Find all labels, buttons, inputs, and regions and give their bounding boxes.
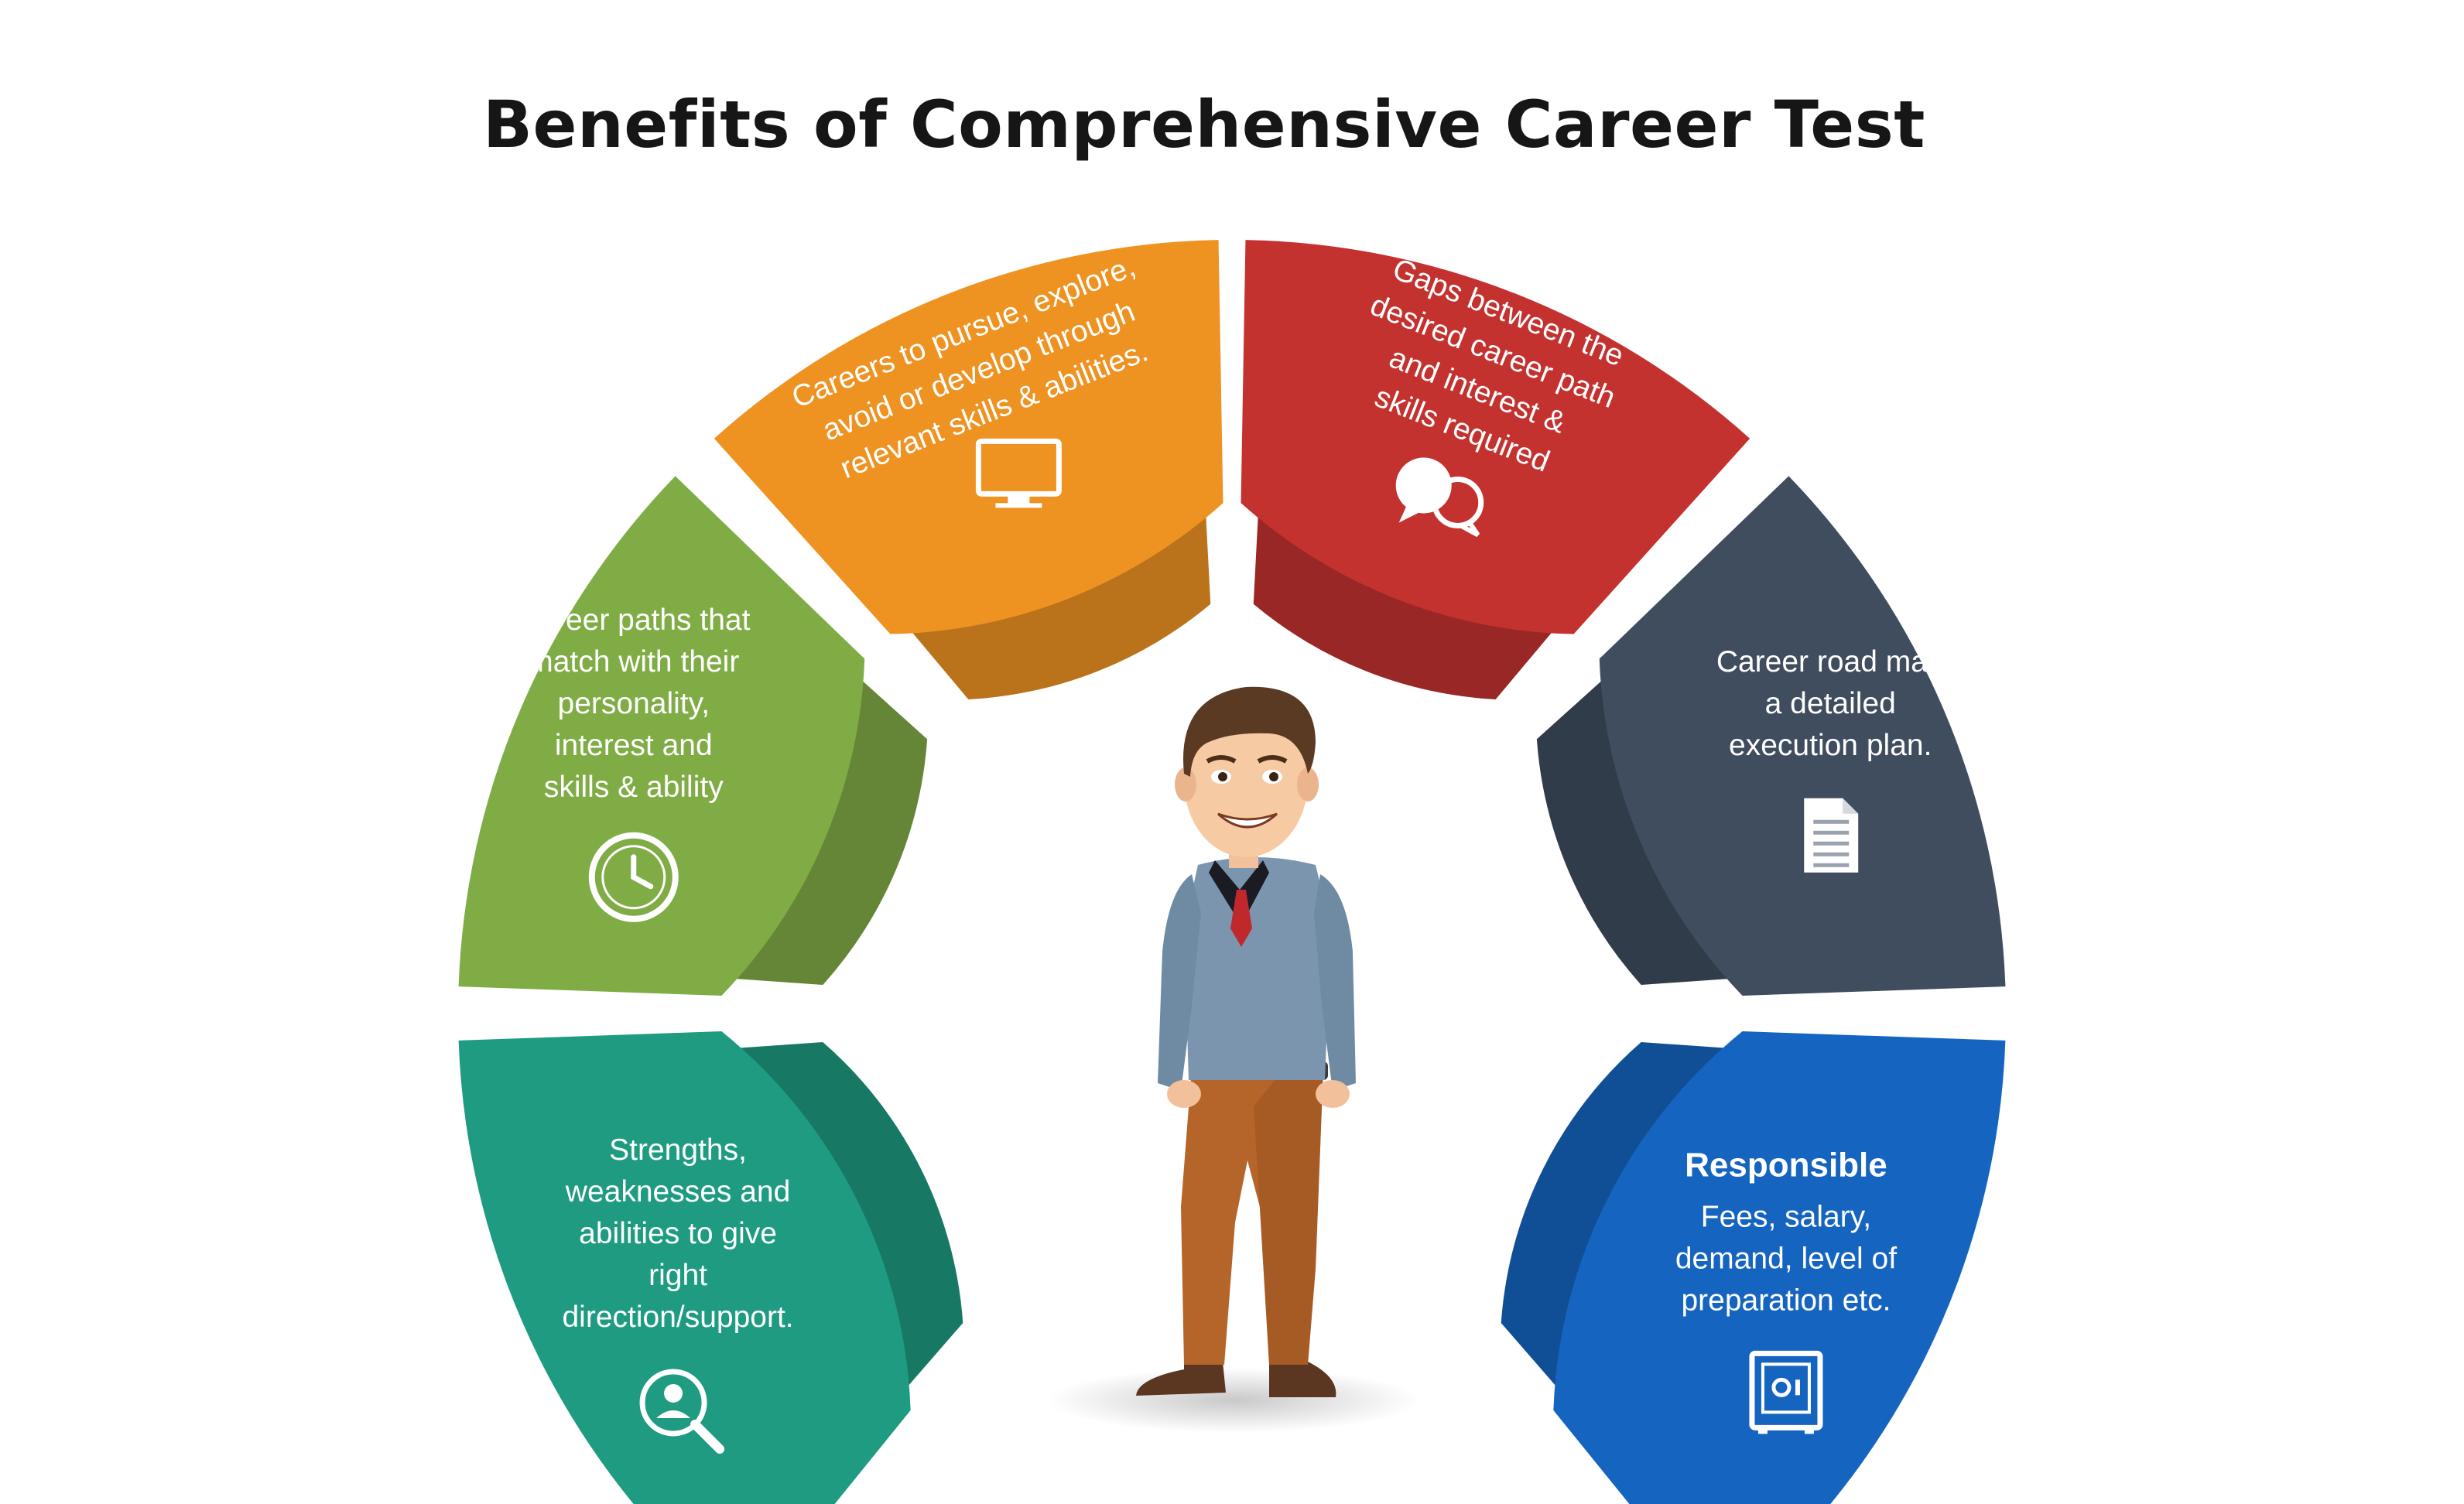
sweater [1184, 857, 1331, 1080]
face [1184, 706, 1308, 857]
segment-ring [1553, 1031, 2006, 1504]
segment-strengths: Strengths, weaknesses and abilities to giv… [458, 1031, 963, 1504]
left-hand [1167, 1080, 1201, 1108]
segment-notch [1581, 827, 1620, 880]
right-hand [1316, 1080, 1350, 1108]
segment-notch [1355, 622, 1409, 661]
safe-icon [1749, 1350, 1823, 1434]
segment-notch [1571, 1170, 1611, 1222]
segment-ring [1241, 240, 1750, 634]
segment-careers-to-pursue: Careers to pursue, explore,avoid or deve… [714, 240, 1223, 699]
chat-bubbles-icon [1395, 457, 1484, 538]
segment-notch [1055, 622, 1109, 661]
segment-text-line: direction/support. [562, 1301, 793, 1334]
left-ear [1175, 767, 1196, 802]
segment-text-line: personality, [558, 687, 710, 720]
clock-icon [588, 832, 679, 922]
segment-text-line: Strengths, [609, 1133, 747, 1167]
segment-text-line: demand, level of [1675, 1242, 1897, 1275]
smile [1217, 812, 1278, 829]
segment-text-line: weaknesses and [565, 1175, 791, 1208]
segment-text-line: Career road map [1716, 645, 1945, 679]
left-pupil [1218, 772, 1227, 781]
segment-ring [458, 1031, 911, 1504]
segment-notch [853, 1170, 893, 1222]
trousers-shade [1254, 1068, 1323, 1365]
right-shoe [1269, 1362, 1336, 1397]
segment-text-line: interest and [555, 729, 713, 762]
segment-text-line: Fees, salary, [1701, 1200, 1871, 1233]
right-arm [1314, 874, 1356, 1091]
right-brow [1257, 755, 1288, 764]
segment-text-line: preparation etc. [1681, 1284, 1891, 1317]
segment-text-line: right [649, 1259, 707, 1292]
segment-ring [714, 240, 1223, 634]
segment-text-group: Strengths, weaknesses and abilities to giv… [562, 1133, 794, 1454]
document-icon [1804, 798, 1859, 873]
hair [1183, 686, 1316, 777]
person-shadow [1048, 1368, 1419, 1433]
segment-text-group: Career paths that match with their persona… [517, 603, 751, 922]
segment-text-line: abilities to give [579, 1217, 777, 1250]
segment-road-map: Career road map a detailed execution plan. [1536, 476, 2006, 996]
segment-notch [844, 827, 883, 880]
tie [1230, 890, 1252, 947]
segment-text-group: Career road map a detailed execution plan. [1716, 645, 1945, 873]
segment-text-line: a detailed [1765, 687, 1896, 720]
segment-heading: Responsible [1685, 1147, 1887, 1184]
right-ear [1297, 767, 1319, 802]
user-search-icon [639, 1369, 725, 1454]
person-illustration [1048, 686, 1419, 1433]
left-arm [1158, 874, 1201, 1091]
segment-text-line: skills & ability [544, 771, 724, 804]
segment-text-group: Responsible Fees, salary, demand, level of… [1675, 1147, 1897, 1434]
monitor-icon [975, 438, 1062, 508]
left-shoe [1136, 1362, 1226, 1396]
left-brow [1206, 755, 1237, 764]
segment-responsible: Responsible Fees, salary, demand, level of… [1501, 1031, 2006, 1504]
page-title: Benefits of Comprehensive Career Test [483, 87, 1925, 162]
segment-ring [458, 476, 865, 996]
segment-ring [1599, 476, 2006, 996]
right-pupil [1269, 772, 1278, 781]
segment-text-line: Career paths that [517, 603, 751, 637]
segment-text-line: match with their [528, 645, 739, 679]
segment-text-line: execution plan. [1729, 729, 1932, 762]
segment-career-paths: Career paths that match with their persona… [458, 476, 928, 996]
